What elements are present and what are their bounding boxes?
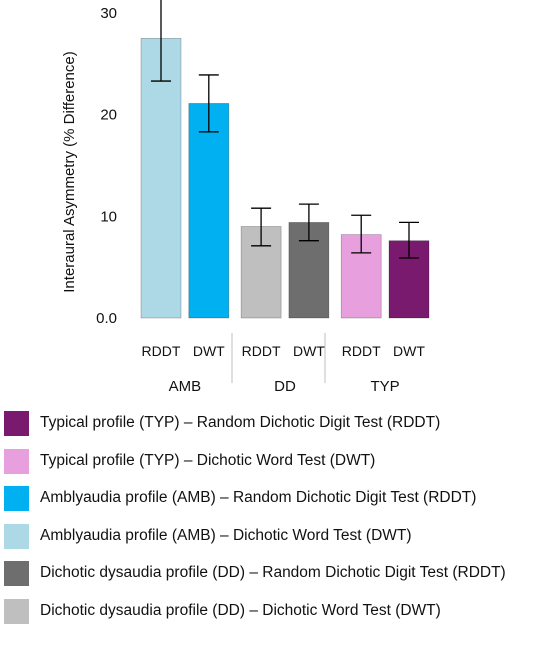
legend-swatch	[4, 561, 29, 587]
legend-label: Dichotic dysaudia profile (DD) – Random …	[40, 564, 506, 582]
x-category-label: DWT	[393, 343, 425, 359]
legend-label: Amblyaudia profile (AMB) – Dichotic Word…	[40, 526, 412, 544]
x-category-label: RDDT	[242, 343, 281, 359]
legend-swatch	[4, 411, 29, 436]
x-category-label: RDDT	[342, 343, 381, 359]
legend-item: Dichotic dysaudia profile (DD) – Dichoti…	[0, 593, 550, 627]
legend-item: Amblyaudia profile (AMB) – Dichotic Word…	[0, 518, 550, 552]
y-tick-label: 0.0	[96, 310, 117, 327]
legend-swatch	[4, 486, 29, 512]
bar	[240, 226, 282, 319]
x-group-label: AMB	[169, 378, 202, 395]
x-group-label: DD	[274, 378, 296, 395]
bar	[140, 38, 182, 319]
legend-item: Dichotic dysaudia profile (DD) – Random …	[0, 555, 550, 589]
x-category-label: DWT	[193, 343, 225, 359]
x-category-label: DWT	[293, 343, 325, 359]
y-axis-label: Interaural Asymmetry (% Difference)	[61, 51, 78, 292]
legend-item: Amblyaudia profile (AMB) – Random Dichot…	[0, 480, 550, 514]
x-category-label: RDDT	[142, 343, 181, 359]
bar	[188, 103, 230, 319]
legend-swatch	[4, 598, 29, 624]
y-tick-label: 30	[100, 5, 117, 22]
legend-swatch	[4, 523, 29, 549]
legend-label: Typical profile (TYP) – Dichotic Word Te…	[40, 451, 376, 469]
legend-label: Dichotic dysaudia profile (DD) – Dichoti…	[40, 601, 441, 619]
legend: Typical profile (TYP) – Random Dichotic …	[0, 405, 550, 631]
legend-label: Amblyaudia profile (AMB) – Random Dichot…	[40, 489, 477, 507]
y-tick-label: 20	[100, 107, 117, 124]
legend-swatch	[4, 448, 29, 474]
legend-item: Typical profile (TYP) – Dichotic Word Te…	[0, 443, 550, 477]
bar-chart: Interaural Asymmetry (% Difference) 0.0 1…	[61, 0, 430, 395]
y-tick-label: 10	[100, 208, 117, 225]
legend-label: Typical profile (TYP) – Random Dichotic …	[40, 414, 441, 431]
legend-item: Typical profile (TYP) – Random Dichotic …	[0, 405, 550, 439]
x-group-label: TYP	[371, 378, 400, 395]
